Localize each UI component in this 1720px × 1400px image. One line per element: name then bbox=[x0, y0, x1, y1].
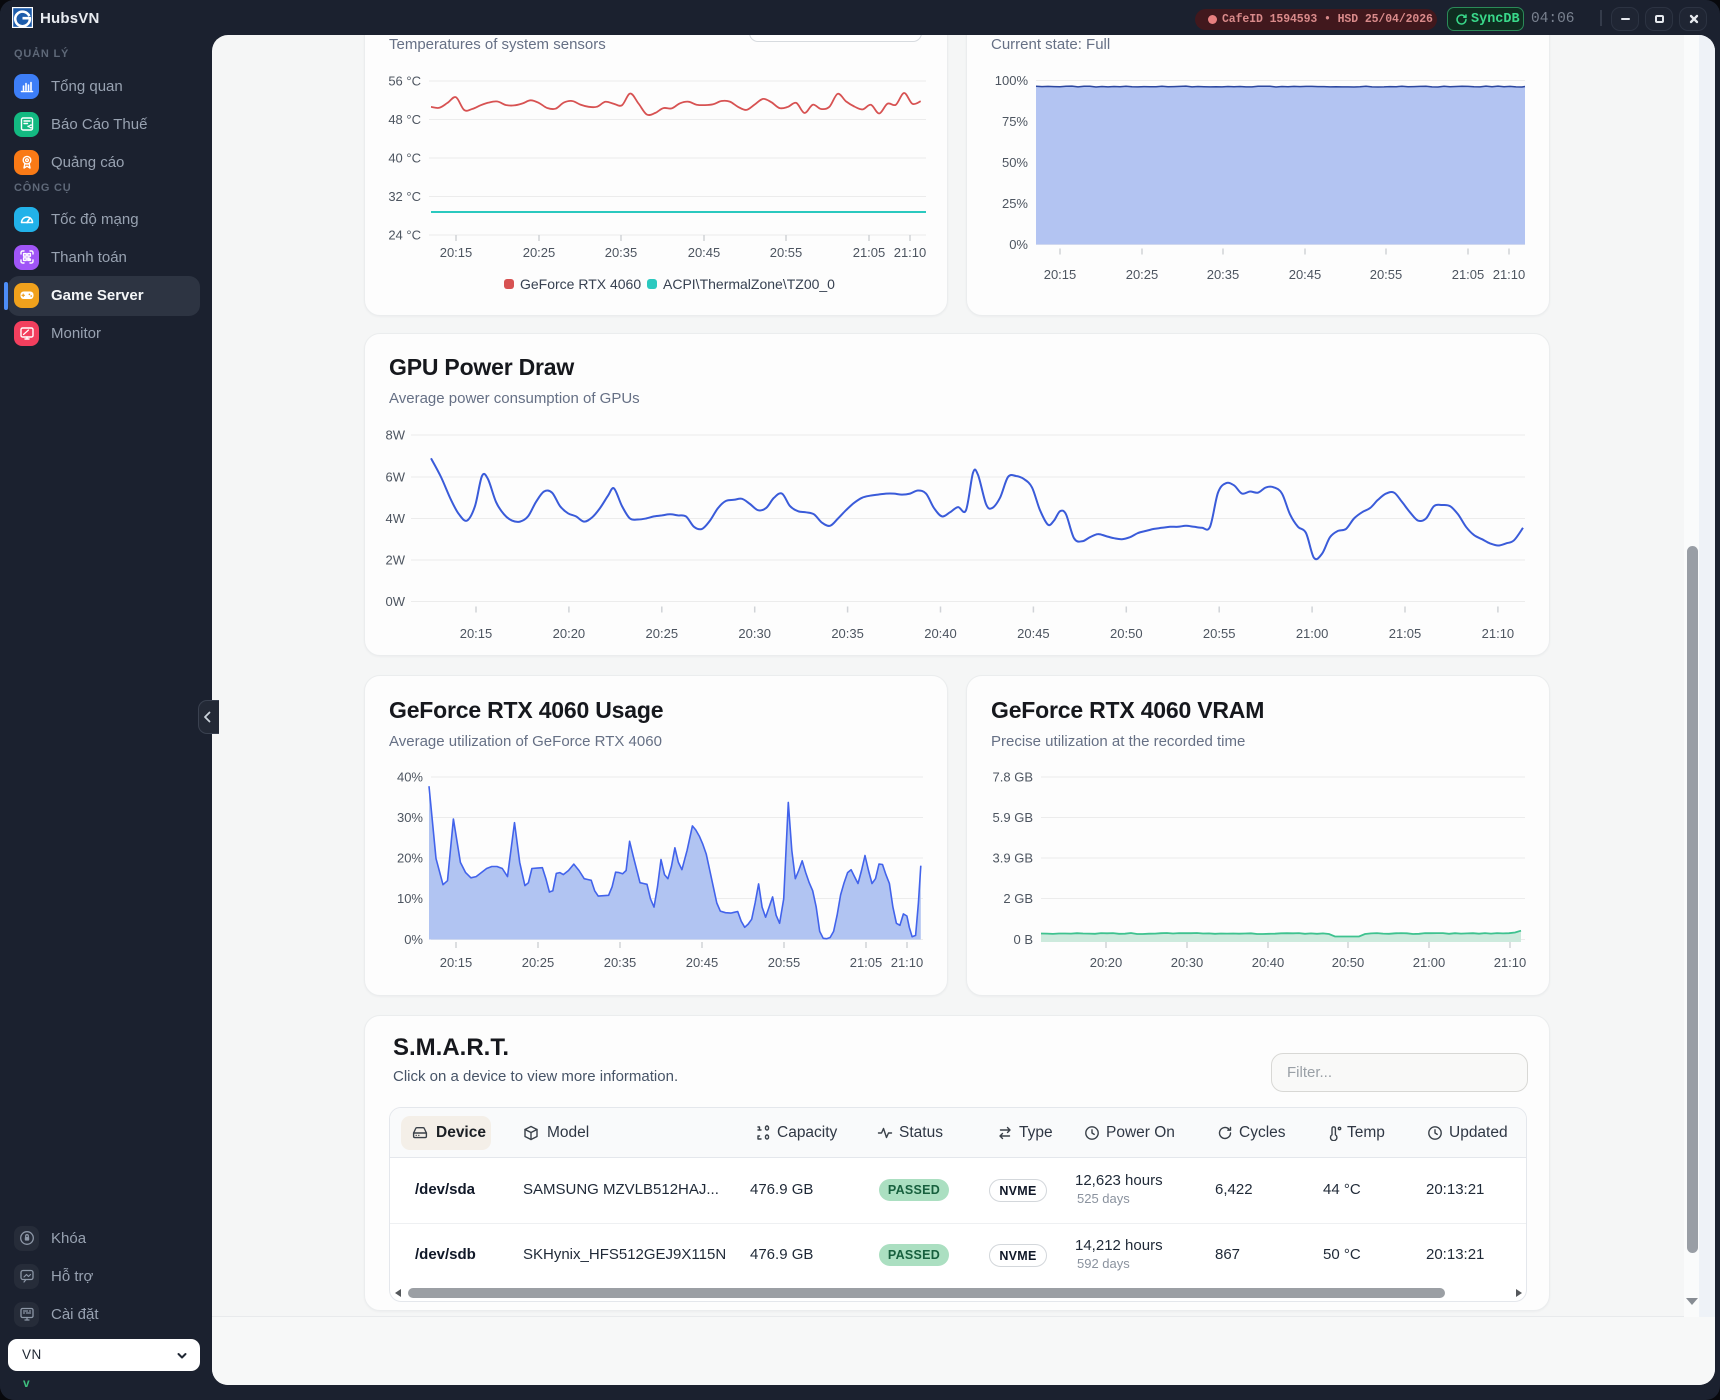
svg-text:56 °C: 56 °C bbox=[388, 74, 421, 89]
svg-text:2 GB: 2 GB bbox=[1003, 891, 1033, 906]
svg-text:21:00: 21:00 bbox=[1296, 626, 1329, 641]
svg-text:20:20: 20:20 bbox=[1090, 955, 1123, 970]
svg-text:20:50: 20:50 bbox=[1110, 626, 1143, 641]
svg-text:21:10: 21:10 bbox=[894, 245, 927, 260]
svg-text:48 °C: 48 °C bbox=[388, 112, 421, 127]
svg-text:6W: 6W bbox=[386, 470, 406, 485]
svg-text:21:00: 21:00 bbox=[1413, 955, 1446, 970]
svg-text:20:35: 20:35 bbox=[605, 245, 638, 260]
svg-text:21:05: 21:05 bbox=[853, 245, 886, 260]
svg-text:32 °C: 32 °C bbox=[388, 189, 421, 204]
svg-text:20:25: 20:25 bbox=[523, 245, 556, 260]
svg-text:20:30: 20:30 bbox=[1171, 955, 1204, 970]
svg-text:5.9 GB: 5.9 GB bbox=[993, 810, 1033, 825]
svg-text:4W: 4W bbox=[386, 511, 406, 526]
svg-text:20:55: 20:55 bbox=[770, 245, 803, 260]
svg-text:0W: 0W bbox=[386, 594, 406, 609]
svg-text:20:35: 20:35 bbox=[604, 955, 637, 970]
svg-text:20:55: 20:55 bbox=[1370, 267, 1403, 282]
svg-text:20:55: 20:55 bbox=[768, 955, 801, 970]
svg-text:21:05: 21:05 bbox=[850, 955, 883, 970]
svg-text:40 °C: 40 °C bbox=[388, 151, 421, 166]
svg-text:50%: 50% bbox=[1002, 155, 1028, 170]
svg-text:20:15: 20:15 bbox=[460, 626, 493, 641]
svg-text:0%: 0% bbox=[1009, 237, 1028, 252]
svg-text:21:10: 21:10 bbox=[1482, 626, 1515, 641]
svg-text:40%: 40% bbox=[397, 770, 423, 785]
svg-text:20%: 20% bbox=[397, 851, 423, 866]
svg-text:21:10: 21:10 bbox=[1494, 955, 1527, 970]
svg-text:20:30: 20:30 bbox=[738, 626, 771, 641]
svg-text:21:10: 21:10 bbox=[1493, 267, 1526, 282]
svg-text:20:25: 20:25 bbox=[1126, 267, 1159, 282]
svg-text:ACPI\ThermalZone\TZ00_0: ACPI\ThermalZone\TZ00_0 bbox=[663, 276, 835, 292]
svg-text:20:50: 20:50 bbox=[1332, 955, 1365, 970]
svg-text:8W: 8W bbox=[386, 428, 406, 443]
svg-text:21:05: 21:05 bbox=[1452, 267, 1485, 282]
svg-text:20:25: 20:25 bbox=[646, 626, 679, 641]
svg-text:100%: 100% bbox=[995, 73, 1029, 88]
svg-text:10%: 10% bbox=[397, 891, 423, 906]
svg-text:GeForce RTX 4060: GeForce RTX 4060 bbox=[520, 276, 641, 292]
svg-text:30%: 30% bbox=[397, 810, 423, 825]
svg-text:20:45: 20:45 bbox=[686, 955, 719, 970]
svg-text:20:15: 20:15 bbox=[440, 245, 473, 260]
svg-text:20:40: 20:40 bbox=[1252, 955, 1285, 970]
svg-text:20:55: 20:55 bbox=[1203, 626, 1236, 641]
svg-text:20:15: 20:15 bbox=[1044, 267, 1077, 282]
svg-text:20:35: 20:35 bbox=[831, 626, 864, 641]
svg-text:0%: 0% bbox=[404, 932, 423, 947]
svg-text:75%: 75% bbox=[1002, 114, 1028, 129]
svg-text:21:10: 21:10 bbox=[891, 955, 924, 970]
svg-text:24 °C: 24 °C bbox=[388, 228, 421, 243]
svg-text:21:05: 21:05 bbox=[1389, 626, 1422, 641]
svg-text:0 B: 0 B bbox=[1013, 932, 1033, 947]
svg-text:20:20: 20:20 bbox=[553, 626, 586, 641]
svg-text:25%: 25% bbox=[1002, 196, 1028, 211]
svg-text:2W: 2W bbox=[386, 553, 406, 568]
svg-text:20:15: 20:15 bbox=[440, 955, 473, 970]
svg-text:20:45: 20:45 bbox=[1289, 267, 1322, 282]
svg-text:20:35: 20:35 bbox=[1207, 267, 1240, 282]
svg-text:7.8 GB: 7.8 GB bbox=[993, 770, 1033, 785]
svg-text:20:45: 20:45 bbox=[688, 245, 721, 260]
svg-text:20:45: 20:45 bbox=[1017, 626, 1050, 641]
svg-text:20:25: 20:25 bbox=[522, 955, 555, 970]
svg-text:3.9 GB: 3.9 GB bbox=[993, 851, 1033, 866]
svg-text:20:40: 20:40 bbox=[924, 626, 957, 641]
